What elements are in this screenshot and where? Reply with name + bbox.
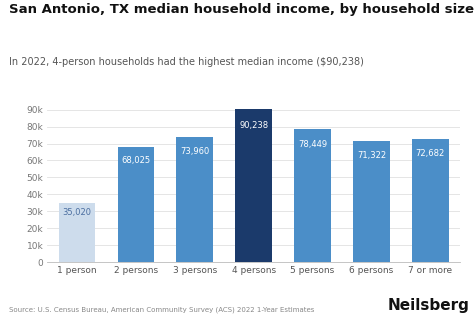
Text: 90,238: 90,238	[239, 121, 268, 131]
Bar	[118, 147, 154, 262]
Text: 35,020: 35,020	[63, 208, 91, 217]
Bar	[176, 137, 213, 262]
Bar	[353, 141, 390, 262]
Bar	[59, 203, 95, 262]
Text: San Antonio, TX median household income, by household size: San Antonio, TX median household income,…	[9, 3, 474, 16]
Text: In 2022, 4-person households had the highest median income ($90,238): In 2022, 4-person households had the hig…	[9, 57, 365, 67]
Text: 71,322: 71,322	[357, 151, 386, 160]
Text: 68,025: 68,025	[121, 156, 150, 165]
Text: Source: U.S. Census Bureau, American Community Survey (ACS) 2022 1-Year Estimate: Source: U.S. Census Bureau, American Com…	[9, 306, 315, 313]
Bar	[412, 139, 448, 262]
Text: 78,449: 78,449	[298, 140, 327, 149]
Text: 72,682: 72,682	[416, 149, 445, 158]
Text: 73,960: 73,960	[180, 147, 210, 156]
Text: Neilsberg: Neilsberg	[387, 298, 469, 313]
Bar	[235, 109, 272, 262]
Bar	[294, 129, 331, 262]
